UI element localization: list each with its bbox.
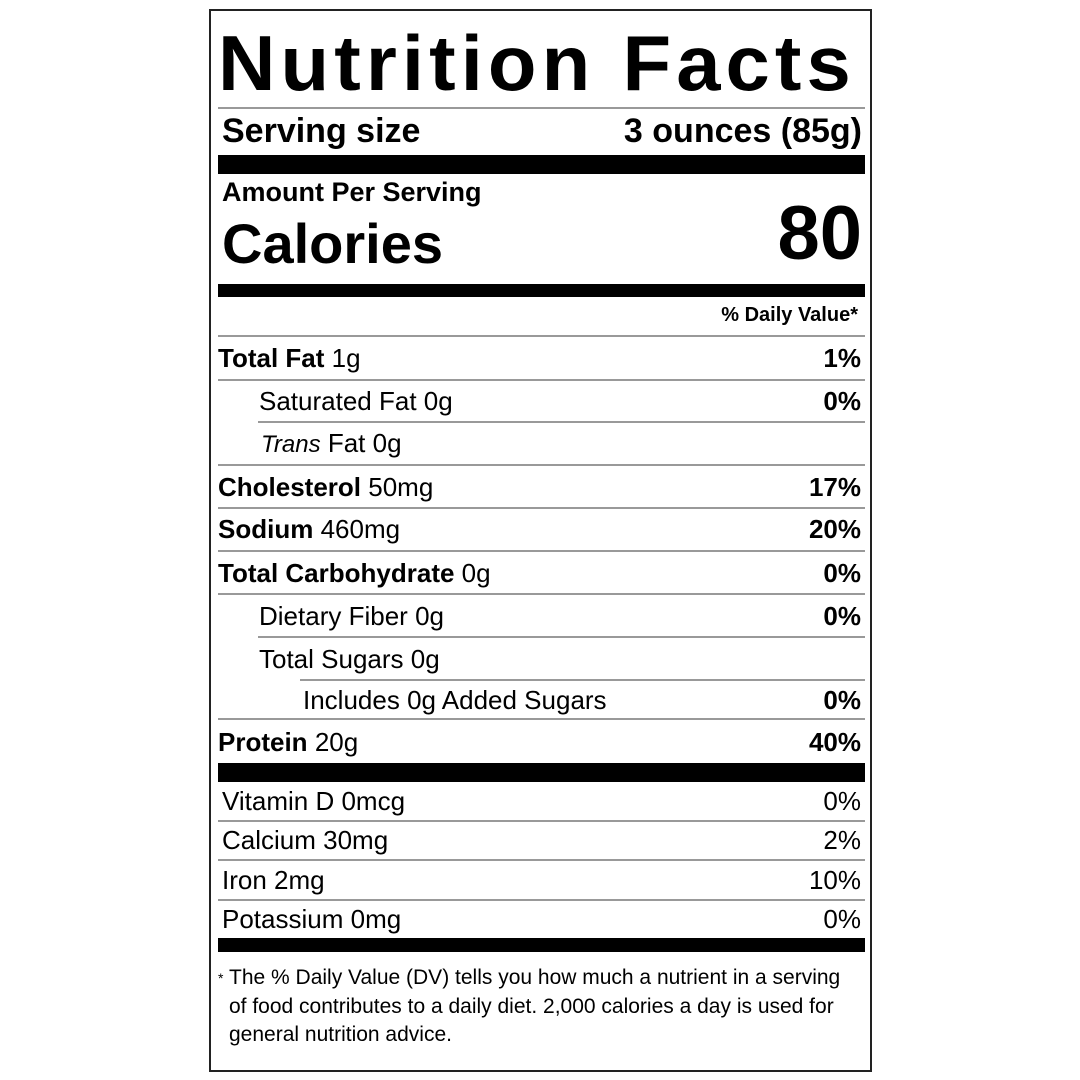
divider (300, 679, 865, 681)
nutrient-row-sodium: Sodium 460mg 20% (218, 514, 861, 544)
thick-divider (218, 938, 865, 952)
vitamin-label: Iron 2mg (222, 865, 325, 895)
divider (218, 899, 865, 901)
divider (218, 820, 865, 822)
nutrient-name: Total Fat (218, 343, 325, 373)
nutrient-amount: 20g (314, 727, 359, 757)
divider (258, 421, 865, 423)
vitamin-dv: 0% (823, 786, 861, 816)
nutrient-dv: 0% (823, 601, 861, 631)
divider (218, 859, 865, 861)
divider (218, 335, 865, 337)
nutrient-amount: 0g (415, 601, 444, 631)
nutrient-row-total-fat: Total Fat 1g 1% (218, 343, 861, 373)
nutrient-name: Saturated Fat (259, 386, 417, 416)
serving-size-label: Serving size (222, 112, 421, 150)
nutrient-name-italic: Trans (261, 431, 321, 458)
nutrient-name: Includes 0g Added Sugars (303, 685, 607, 715)
footnote-text: The % Daily Value (DV) tells you how muc… (229, 966, 841, 1046)
nutrient-row-protein: Protein 20g 40% (218, 727, 861, 757)
nutrient-amount: 0g (461, 558, 491, 588)
calories-value: 80 (777, 191, 862, 276)
nutrient-dv: 0% (823, 685, 861, 715)
nutrient-amount: 1g (331, 343, 361, 373)
nutrient-dv: 0% (823, 558, 861, 588)
footnote-asterisk: * (218, 970, 224, 986)
footnote: * The % Daily Value (DV) tells you how m… (218, 964, 858, 1050)
nutrient-row-total-sugars: Total Sugars 0g (218, 644, 861, 674)
nutrient-name: Protein (218, 727, 308, 757)
thick-divider (218, 763, 865, 782)
thick-divider (218, 284, 865, 297)
nutrition-label-frame (209, 9, 872, 1072)
nutrient-name: Total Carbohydrate (218, 558, 455, 588)
nutrient-dv: 17% (808, 472, 861, 502)
divider (218, 718, 865, 720)
nutrient-dv: 0% (823, 386, 861, 416)
nutrient-name: Fat (327, 428, 366, 458)
nutrient-amount: 50mg (368, 472, 434, 502)
vitamin-row-iron: Iron 2mg 10% (222, 865, 861, 895)
nutrient-name: Cholesterol (218, 472, 362, 502)
vitamin-dv: 0% (823, 904, 861, 934)
nutrient-dv: 1% (823, 343, 861, 373)
nutrient-row-saturated-fat: Saturated Fat 0g 0% (218, 386, 861, 416)
nutrient-row-added-sugars: Includes 0g Added Sugars 0% (218, 685, 861, 715)
vitamin-row-vitamin-d: Vitamin D 0mcg 0% (222, 786, 861, 816)
serving-size-value: 3 ounces (85g) (623, 112, 862, 150)
amount-per-serving: Amount Per Serving (222, 177, 482, 207)
vitamin-label: Potassium 0mg (222, 904, 402, 934)
nutrient-row-total-carbohydrate: Total Carbohydrate 0g 0% (218, 558, 861, 588)
thick-divider (218, 155, 865, 174)
divider (218, 550, 865, 552)
nutrient-name: Dietary Fiber (259, 601, 408, 631)
vitamin-row-calcium: Calcium 30mg 2% (222, 825, 861, 855)
nutrient-amount: 0g (410, 644, 440, 674)
nutrient-name: Total Sugars (259, 644, 404, 674)
divider (218, 379, 865, 381)
nutrient-amount: 0g (423, 386, 453, 416)
label-title: Nutrition Facts (218, 19, 856, 107)
nutrient-dv: 20% (808, 514, 861, 544)
daily-value-header: % Daily Value* (721, 304, 858, 326)
divider (218, 464, 865, 466)
vitamin-label: Calcium 30mg (222, 825, 389, 855)
divider (218, 507, 865, 509)
divider (258, 636, 865, 638)
divider (218, 593, 865, 595)
nutrient-row-cholesterol: Cholesterol 50mg 17% (218, 472, 861, 502)
vitamin-row-potassium: Potassium 0mg 0% (222, 904, 861, 934)
nutrient-name: Sodium (218, 514, 314, 544)
nutrient-dv: 40% (808, 727, 861, 757)
nutrient-amount: 0g (372, 428, 402, 458)
vitamin-label: Vitamin D 0mcg (222, 786, 406, 816)
divider (218, 107, 865, 109)
vitamin-dv: 2% (823, 825, 861, 855)
calories-label: Calories (222, 212, 443, 275)
vitamin-dv: 10% (808, 865, 861, 895)
nutrient-row-dietary-fiber: Dietary Fiber 0g 0% (218, 601, 861, 631)
nutrient-row-trans-fat: Trans Fat 0g (218, 428, 861, 458)
nutrient-amount: 460mg (320, 514, 401, 544)
